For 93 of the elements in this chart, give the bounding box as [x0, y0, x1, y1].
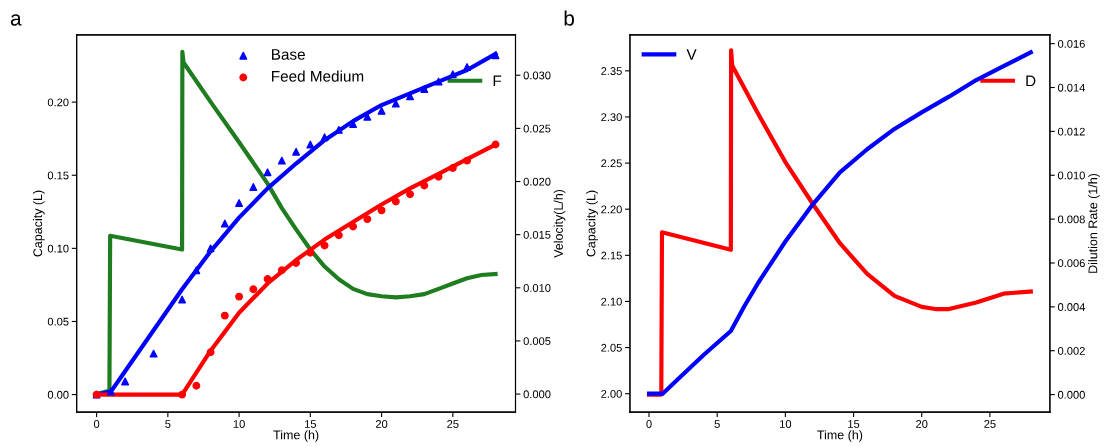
- x-tick-label: 20: [375, 420, 388, 428]
- y2-tick-label: 0.020: [523, 177, 551, 186]
- y2-tick-label: 0.014: [1057, 83, 1086, 92]
- y-tick-label: 2.00: [601, 389, 622, 398]
- y-tick-label: 2.30: [601, 113, 622, 122]
- point: [491, 51, 500, 60]
- legend-label: Feed Medium: [272, 70, 364, 82]
- y-axis-title: Capacity (L): [586, 190, 598, 257]
- point: [306, 248, 315, 257]
- text: b: [564, 10, 574, 26]
- point: [206, 244, 215, 253]
- text: a: [10, 14, 22, 26]
- y2-tick-label: 0.030: [523, 71, 551, 80]
- point: [249, 182, 258, 191]
- point: [235, 292, 244, 301]
- y2-axis-title: Velocity(L/h): [553, 189, 566, 258]
- y2-tick-label: 0.006: [1057, 259, 1085, 268]
- x-tick-label: 5: [165, 420, 171, 428]
- point: [220, 219, 229, 228]
- point: [292, 147, 301, 156]
- point: [391, 197, 400, 206]
- y-tick-label: 2.10: [601, 297, 622, 306]
- y2-tick-label: 0.008: [1057, 215, 1085, 224]
- legend-label: V: [686, 49, 697, 60]
- point: [178, 390, 187, 399]
- y-tick-label: 2.25: [601, 159, 622, 168]
- y2-axis-title: Dilution Rate (1/h): [1088, 173, 1100, 273]
- y-tick-label: 0.10: [47, 244, 69, 253]
- legend-label: F: [493, 75, 502, 87]
- y-tick-label: 0.00: [47, 390, 69, 399]
- point: [491, 140, 500, 149]
- legend-label: Base: [272, 49, 305, 60]
- y-tick-label: 2.35: [601, 67, 622, 75]
- point: [377, 106, 386, 115]
- y-tick-label: 0.20: [47, 98, 69, 107]
- point: [448, 163, 457, 172]
- x-tick-label: 15: [305, 420, 317, 428]
- y2-tick-label: 0.005: [523, 337, 551, 346]
- point: [235, 199, 244, 207]
- x-tick-label: 10: [233, 420, 245, 428]
- y2-tick-label: 0.015: [523, 230, 551, 239]
- y-axis-title: Capacity (L): [32, 190, 45, 257]
- point: [377, 206, 386, 215]
- x-tick-label: 0: [93, 420, 100, 428]
- y2-tick-label: 0.016: [1057, 39, 1085, 48]
- point: [263, 168, 272, 177]
- y-tick-label: 2.15: [601, 251, 622, 260]
- point: [434, 77, 443, 86]
- point: [292, 259, 301, 267]
- point: [220, 311, 229, 320]
- point: [277, 156, 286, 165]
- point: [406, 190, 415, 199]
- x-tick-label: 0: [646, 420, 652, 428]
- point: [263, 275, 272, 284]
- point: [349, 222, 358, 231]
- y2-tick-label: 0.010: [523, 284, 551, 292]
- point: [420, 85, 429, 93]
- point: [320, 133, 329, 142]
- x-tick-label: 10: [780, 420, 792, 428]
- x-axis-title: Time (h): [817, 430, 863, 442]
- point: [192, 381, 201, 390]
- legend-label: D: [1026, 75, 1036, 87]
- point: [463, 156, 472, 165]
- y2-tick-label: 0.002: [1057, 346, 1085, 355]
- x-tick-label: 5: [714, 420, 720, 428]
- y-tick-label: 0.15: [47, 171, 69, 180]
- y-tick-label: 0.05: [47, 317, 69, 326]
- x-tick-label: 20: [916, 420, 928, 428]
- point: [192, 266, 201, 275]
- y-tick-label: 2.05: [601, 343, 622, 352]
- y2-tick-label: 0.004: [1057, 303, 1086, 311]
- point: [334, 231, 343, 240]
- y2-tick-label: 0.025: [523, 124, 551, 133]
- point: [149, 349, 158, 358]
- point: [106, 387, 115, 396]
- point: [121, 377, 130, 386]
- point: [306, 140, 315, 149]
- y-tick-label: 2.20: [601, 205, 622, 214]
- x-tick-label: 15: [848, 420, 860, 428]
- point: [320, 241, 329, 250]
- x-tick-label: 25: [984, 420, 996, 428]
- x-tick-label: 25: [447, 420, 459, 428]
- point: [463, 63, 472, 71]
- point: [206, 348, 215, 357]
- point: [277, 266, 286, 275]
- y2-tick-label: 0.010: [1057, 171, 1085, 180]
- point: [249, 285, 258, 294]
- y2-tick-label: 0.000: [1057, 390, 1085, 399]
- y2-tick-label: 0.012: [1057, 127, 1085, 136]
- x-axis-title: Time (h): [273, 430, 319, 442]
- point: [420, 181, 429, 190]
- y2-tick-label: 0.000: [523, 390, 551, 399]
- point: [363, 215, 372, 224]
